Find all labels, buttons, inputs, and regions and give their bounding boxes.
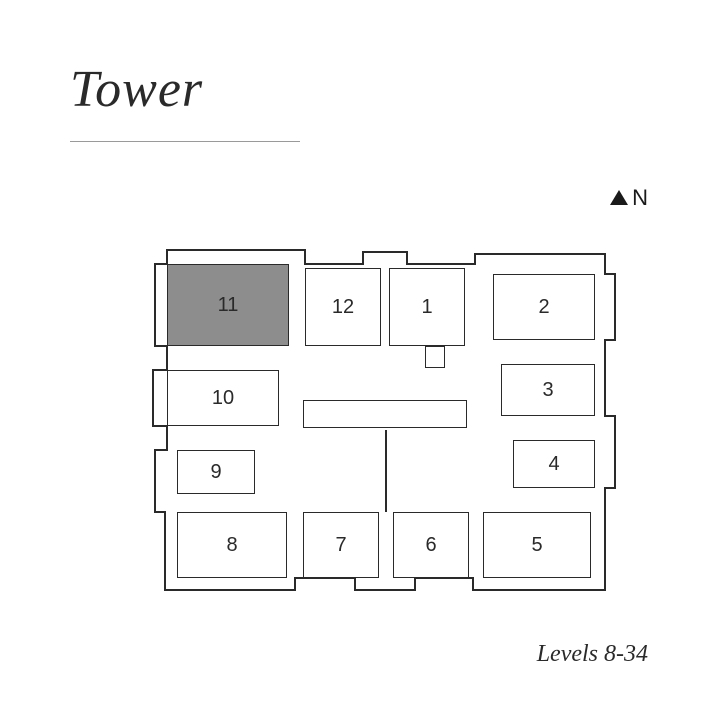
levels-label: Levels 8-34 [537,641,648,668]
unit-9: 9 [177,450,255,494]
title-rule [70,141,300,142]
unit-10: 10 [167,370,279,426]
unit-12: 12 [305,268,381,346]
core-notch [425,346,445,368]
unit-3: 3 [501,364,595,416]
unit-7: 7 [303,512,379,578]
page-title: Tower [70,60,658,119]
unit-11: 11 [167,264,289,346]
north-arrow-icon [610,190,628,205]
unit-5: 5 [483,512,591,578]
unit-2: 2 [493,274,595,340]
compass: N [610,185,648,211]
unit-6: 6 [393,512,469,578]
compass-label: N [632,185,648,210]
unit-4: 4 [513,440,595,488]
unit-1: 1 [389,268,465,346]
core-hall [303,400,467,428]
core-divider [385,430,387,512]
unit-8: 8 [177,512,287,578]
floor-plan: 123456789101112 [105,240,625,600]
